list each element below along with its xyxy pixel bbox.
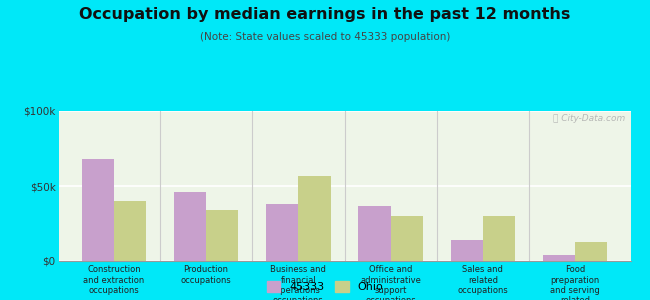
Bar xyxy=(483,216,515,261)
Bar xyxy=(575,242,608,261)
Bar xyxy=(543,255,575,261)
Text: ⓘ City-Data.com: ⓘ City-Data.com xyxy=(552,114,625,123)
Bar xyxy=(298,176,331,261)
Bar xyxy=(266,204,298,261)
Bar xyxy=(114,201,146,261)
Bar xyxy=(391,216,423,261)
Bar xyxy=(81,159,114,261)
Bar xyxy=(206,210,239,261)
Bar xyxy=(450,240,483,261)
Text: Occupation by median earnings in the past 12 months: Occupation by median earnings in the pas… xyxy=(79,8,571,22)
Bar xyxy=(174,192,206,261)
Legend: 45333, Ohio: 45333, Ohio xyxy=(265,279,385,294)
Text: (Note: State values scaled to 45333 population): (Note: State values scaled to 45333 popu… xyxy=(200,32,450,41)
Bar xyxy=(358,206,391,261)
